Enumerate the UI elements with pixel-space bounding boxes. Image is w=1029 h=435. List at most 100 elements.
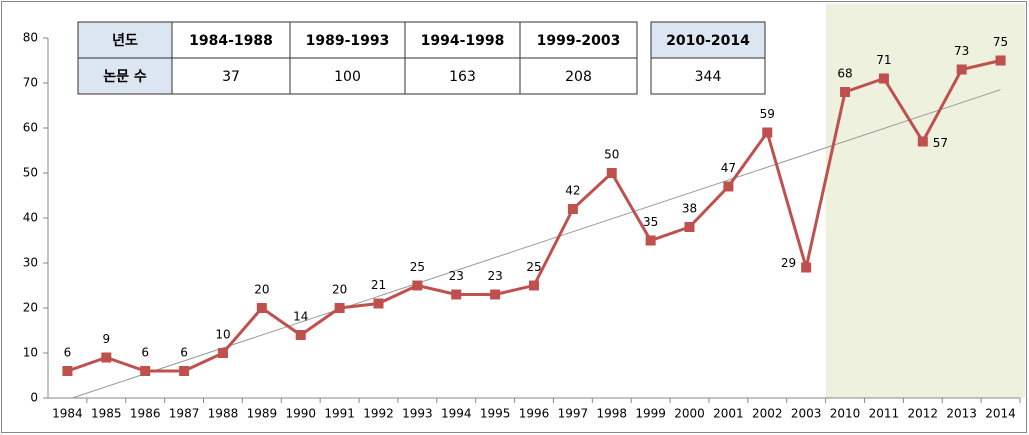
y-tick-label: 40	[23, 211, 38, 225]
table-header: 년도	[112, 33, 138, 49]
marker	[567, 204, 578, 214]
table-cell	[650, 21, 766, 59]
data-label: 38	[682, 202, 697, 216]
marker	[179, 366, 190, 376]
x-tick-label: 1987	[169, 407, 200, 421]
marker	[762, 127, 773, 138]
data-label: 20	[254, 283, 269, 297]
data-label: 14	[293, 310, 308, 324]
data-label: 9	[102, 332, 110, 346]
table-value: 논문 수	[103, 69, 147, 85]
x-tick-label: 1996	[519, 407, 550, 421]
marker	[606, 168, 617, 178]
table-header: 1994-1998	[421, 33, 505, 49]
data-label: 29	[781, 256, 796, 270]
data-label: 73	[954, 44, 969, 58]
x-tick-label: 1992	[363, 407, 394, 421]
data-label: 23	[449, 269, 464, 283]
table-cell	[289, 21, 406, 59]
x-tick-label: 1991	[324, 407, 355, 421]
data-label: 25	[526, 260, 541, 274]
x-tick-label: 2014	[985, 407, 1016, 421]
marker	[645, 235, 656, 246]
marker	[529, 280, 539, 291]
data-label: 75	[993, 35, 1008, 49]
data-label: 59	[760, 107, 775, 121]
data-label: 10	[215, 328, 230, 342]
x-tick-label: 1986	[130, 407, 161, 421]
table-value: 37	[222, 69, 240, 85]
table-cell	[77, 21, 173, 59]
y-tick-label: 30	[23, 256, 38, 270]
table-cell	[519, 57, 638, 95]
x-tick-label: 1984	[52, 407, 83, 421]
marker	[995, 55, 1006, 66]
table-header: 1984-1988	[189, 33, 273, 49]
y-tick-label: 80	[23, 31, 38, 45]
y-tick-label: 50	[23, 166, 38, 180]
table-cell	[77, 57, 173, 95]
x-tick-label: 2003	[791, 407, 822, 421]
data-label: 25	[410, 260, 425, 274]
marker	[451, 289, 462, 300]
marker	[295, 330, 306, 340]
x-tick-label: 1999	[635, 407, 666, 421]
marker	[373, 298, 384, 309]
data-label: 57	[933, 136, 948, 150]
x-tick-label: 1994	[441, 407, 472, 421]
data-label: 21	[371, 278, 386, 292]
x-tick-label: 1998	[596, 407, 627, 421]
marker	[840, 87, 851, 97]
y-tick-label: 70	[23, 76, 38, 90]
marker	[878, 73, 889, 84]
marker	[956, 64, 967, 75]
x-tick-label: 1997	[558, 407, 589, 421]
x-tick-label: 2010	[830, 407, 861, 421]
table-cell	[289, 57, 406, 95]
marker	[723, 181, 734, 192]
marker	[217, 348, 228, 358]
x-tick-label: 2012	[908, 407, 939, 421]
data-label: 23	[487, 269, 502, 283]
x-tick-label: 2000	[674, 407, 705, 421]
data-label: 71	[876, 53, 891, 67]
data-label: 35	[643, 215, 658, 229]
table-header: 1999-2003	[537, 33, 621, 49]
marker	[801, 262, 812, 273]
table-value: 100	[334, 69, 361, 85]
x-tick-label: 2011	[869, 407, 900, 421]
table-value: 344	[695, 69, 722, 85]
y-tick-label: 60	[23, 121, 38, 135]
marker	[62, 366, 73, 376]
data-label: 68	[837, 67, 852, 81]
table-cell	[404, 57, 521, 95]
x-tick-label: 1985	[91, 407, 122, 421]
data-label: 6	[141, 346, 149, 360]
data-label: 42	[565, 184, 580, 198]
marker	[334, 303, 345, 313]
y-tick-label: 0	[30, 391, 38, 405]
data-label: 47	[721, 161, 736, 175]
x-tick-label: 2013	[946, 407, 977, 421]
marker	[140, 366, 151, 376]
data-label: 6	[64, 346, 72, 360]
x-tick-label: 2002	[752, 407, 783, 421]
table-value: 208	[565, 69, 592, 85]
x-tick-label: 1990	[285, 407, 316, 421]
marker	[412, 280, 423, 291]
table-cell	[404, 21, 521, 59]
data-label: 6	[180, 346, 188, 360]
x-tick-label: 1989	[247, 407, 278, 421]
table-cell	[171, 57, 291, 95]
marker	[490, 289, 501, 300]
table-value: 163	[449, 69, 476, 85]
y-tick-label: 10	[23, 346, 38, 360]
x-tick-label: 2001	[713, 407, 744, 421]
x-tick-label: 1993	[402, 407, 433, 421]
x-tick-label: 1988	[208, 407, 239, 421]
table-header: 1989-1993	[306, 33, 390, 49]
data-label: 50	[604, 148, 619, 162]
x-tick-label: 1995	[480, 407, 511, 421]
data-label: 20	[332, 283, 347, 297]
